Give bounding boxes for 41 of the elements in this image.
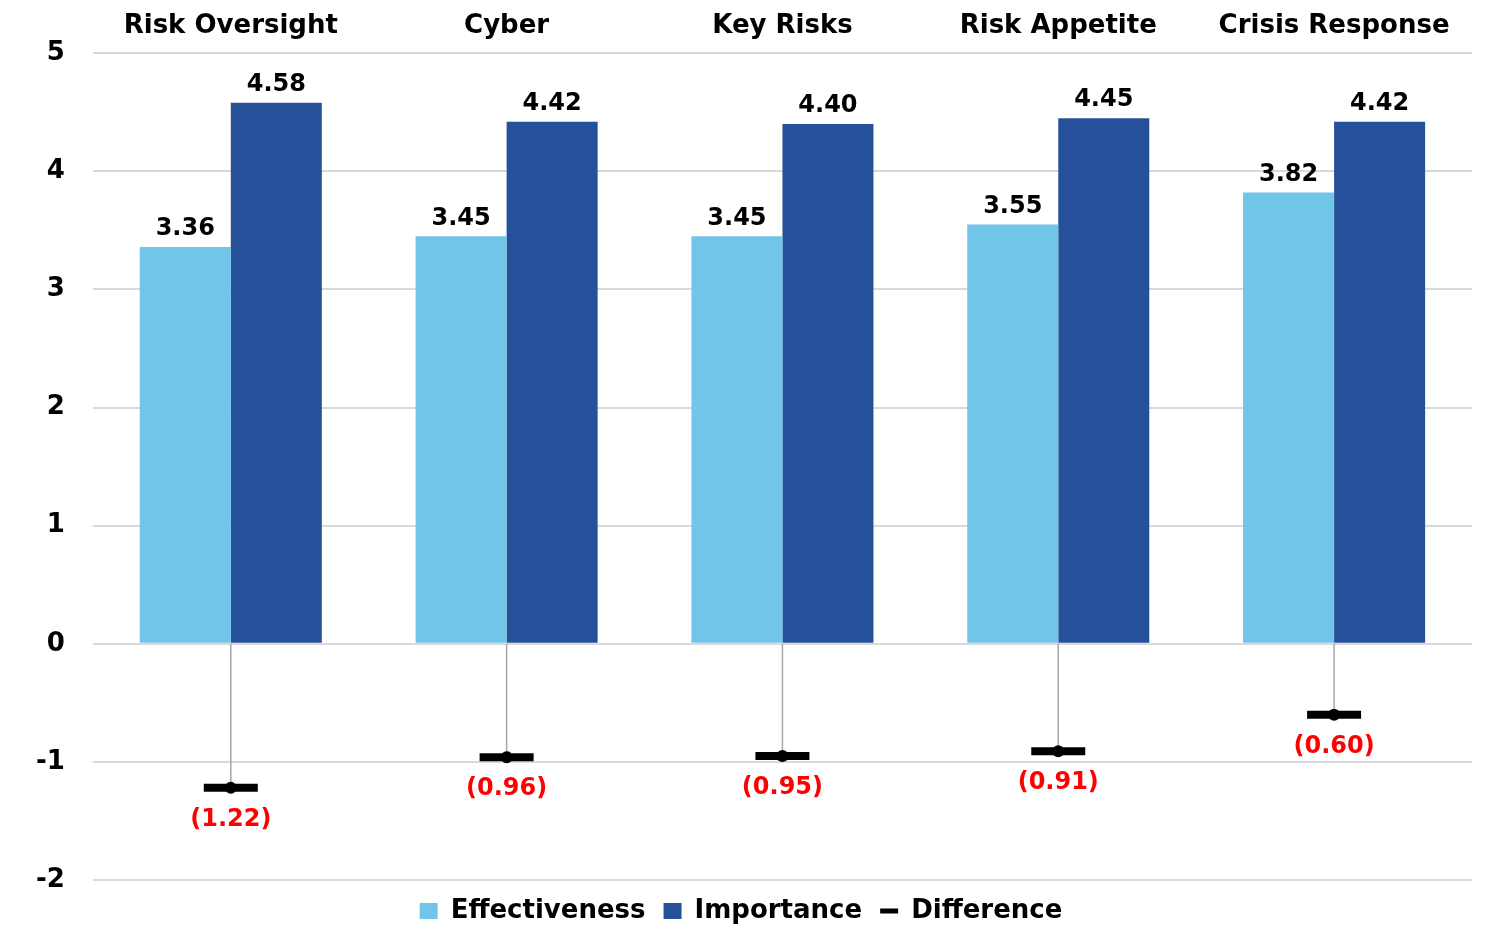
x-tick-label: Cyber xyxy=(464,9,550,40)
y-tick-label: -1 xyxy=(35,744,65,775)
y-tick-label: 3 xyxy=(46,272,65,303)
y-tick-label: 0 xyxy=(46,626,65,657)
data-label: 3.45 xyxy=(431,202,491,231)
bar xyxy=(230,102,322,643)
x-tick-label: Key Risks xyxy=(712,9,853,40)
data-label: 3.82 xyxy=(1258,158,1319,187)
data-label: 3.45 xyxy=(707,202,767,231)
bar xyxy=(782,124,874,643)
x-tick-label: Crisis Response xyxy=(1218,9,1450,40)
y-tick-label: 4 xyxy=(46,154,65,185)
bar xyxy=(967,224,1059,643)
bar xyxy=(506,121,598,643)
data-label: 4.58 xyxy=(246,69,306,98)
data-label: 4.42 xyxy=(1349,87,1410,116)
data-label: 4.45 xyxy=(1074,84,1134,113)
y-tick-label: 1 xyxy=(46,508,65,539)
data-label: 3.55 xyxy=(983,190,1043,219)
legend-label: Importance xyxy=(694,893,863,924)
data-label: 4.40 xyxy=(798,90,858,119)
legend-label: Effectiveness xyxy=(450,893,646,924)
y-tick-label: 5 xyxy=(46,35,65,66)
data-label: 4.42 xyxy=(522,87,582,116)
bar xyxy=(691,236,783,643)
x-tick-label: Risk Oversight xyxy=(123,9,338,40)
bar xyxy=(1058,118,1150,643)
data-label: (0.96) xyxy=(466,773,548,802)
bar xyxy=(1243,192,1335,643)
data-label: (1.22) xyxy=(190,804,272,833)
bar xyxy=(1334,121,1426,643)
x-tick-label: Risk Appetite xyxy=(959,9,1157,40)
data-label: (0.60) xyxy=(1293,730,1375,759)
bar xyxy=(139,246,231,643)
data-label: (0.95) xyxy=(741,772,824,801)
data-label: (0.91) xyxy=(1017,767,1099,796)
legend-label: Difference xyxy=(911,893,1063,924)
data-label: 3.36 xyxy=(155,213,215,242)
y-tick-label: 2 xyxy=(46,390,65,421)
bar xyxy=(415,236,507,643)
y-tick-label: -2 xyxy=(35,862,65,893)
